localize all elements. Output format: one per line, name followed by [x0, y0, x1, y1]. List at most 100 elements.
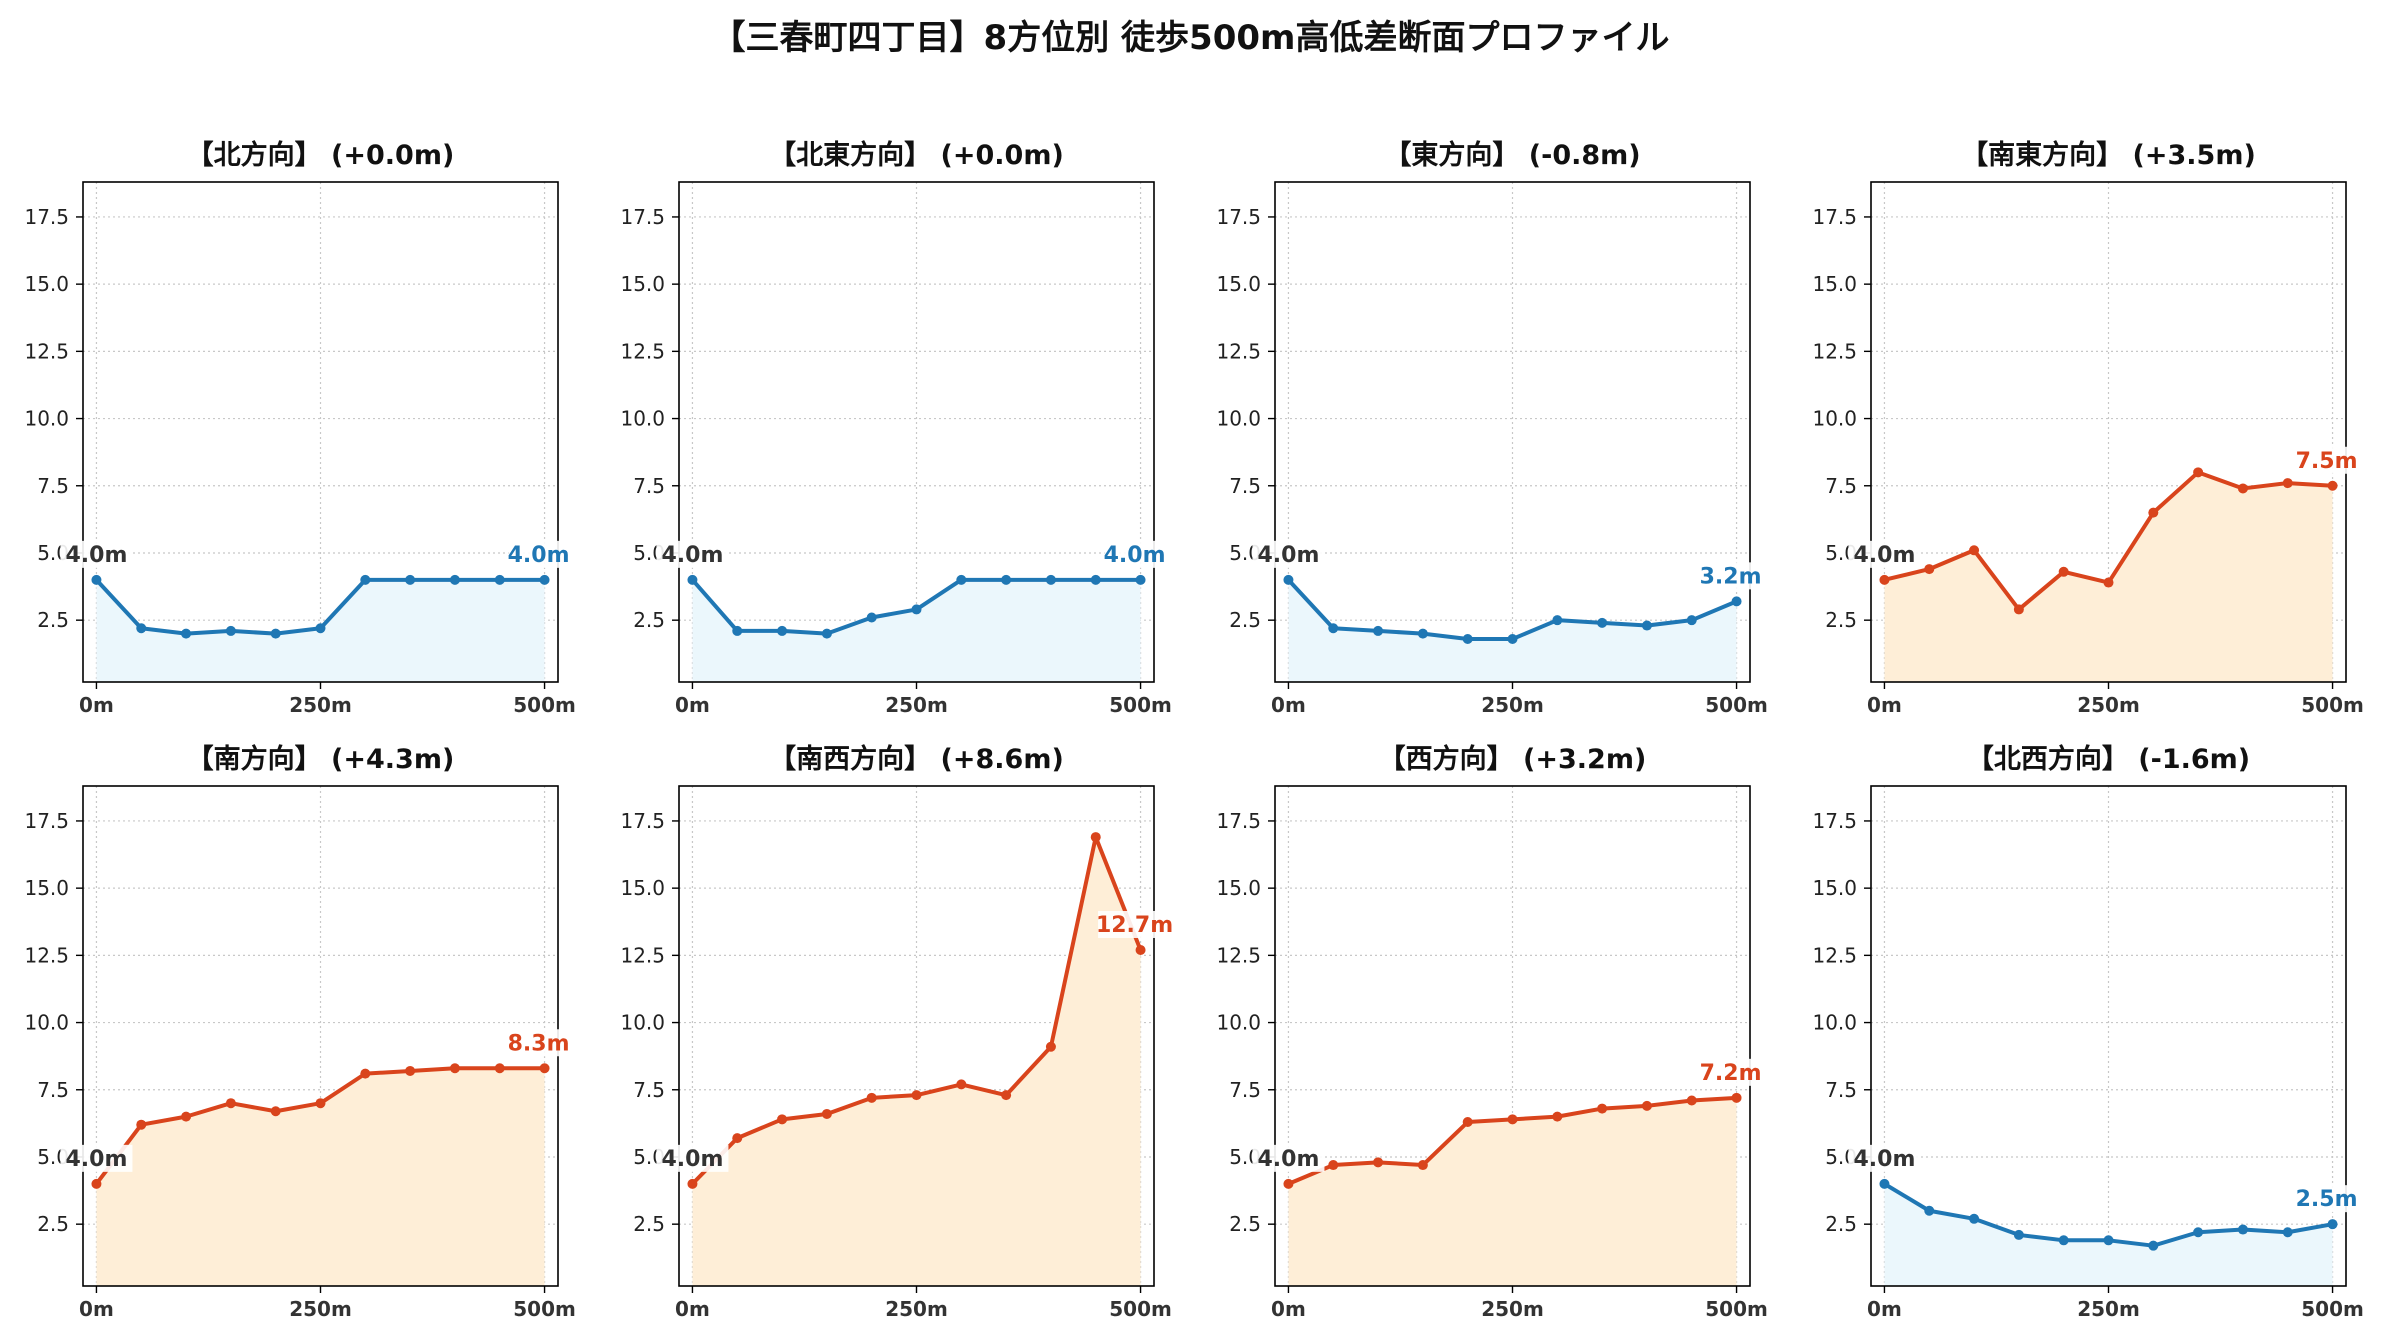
x-tick-label: 500m: [2301, 1297, 2364, 1321]
y-tick-label: 12.5: [620, 339, 665, 363]
elevation-point: [1462, 633, 1473, 644]
elevation-point: [687, 574, 698, 585]
end-label-box: [508, 1029, 569, 1057]
elevation-fill: [96, 579, 545, 682]
elevation-point: [1328, 623, 1339, 634]
y-tick-label: 7.5: [1825, 474, 1857, 498]
elevation-point: [1686, 615, 1697, 626]
x-tick-label: 500m: [1705, 693, 1768, 717]
elevation-fill: [1288, 1097, 1737, 1286]
start-label-box: [656, 1144, 729, 1172]
end-label: 8.3m: [508, 1031, 570, 1056]
elevation-point: [732, 1133, 743, 1144]
end-label-box: [1700, 562, 1761, 590]
end-label: 4.0m: [1104, 543, 1166, 568]
x-tick-label: 250m: [1481, 693, 1544, 717]
x-tick-label: 0m: [675, 693, 710, 717]
y-tick-label: 15.0: [24, 272, 69, 296]
start-label-box: [1252, 1144, 1325, 1172]
elevation-point: [866, 612, 877, 623]
elevation-point: [315, 623, 326, 634]
elevation-point: [539, 574, 550, 585]
y-tick-label: 2.5: [633, 608, 665, 632]
elevation-point: [2282, 478, 2293, 489]
elevation-point: [1462, 1117, 1473, 1128]
elevation-point: [1731, 596, 1742, 607]
elevation-point: [91, 1178, 102, 1189]
y-tick-label: 7.5: [37, 474, 69, 498]
elevation-point: [405, 1065, 416, 1076]
elevation-point: [1001, 574, 1012, 585]
elevation-point: [1373, 1157, 1384, 1168]
x-tick-label: 500m: [1109, 693, 1172, 717]
subplot-2: 【北東方向】 (+0.0m)2.55.07.510.012.515.017.50…: [620, 139, 1171, 717]
elevation-point: [2237, 1224, 2248, 1235]
end-label: 3.2m: [1700, 564, 1762, 589]
y-tick-label: 17.5: [620, 809, 665, 833]
elevation-point: [2193, 467, 2204, 478]
y-tick-label: 10.0: [24, 407, 69, 431]
elevation-point: [2058, 566, 2069, 577]
x-tick-label: 250m: [289, 693, 352, 717]
subplot-title: 【東方向】 (-0.8m): [1384, 139, 1640, 171]
elevation-point: [405, 574, 416, 585]
elevation-point: [1552, 1111, 1563, 1122]
y-tick-label: 17.5: [24, 205, 69, 229]
y-tick-label: 12.5: [24, 339, 69, 363]
y-tick-label: 17.5: [1216, 809, 1261, 833]
end-label-box: [1700, 1058, 1761, 1086]
subplot-7: 【西方向】 (+3.2m)2.55.07.510.012.515.017.50m…: [1216, 743, 1767, 1321]
subplot-title: 【北西方向】 (-1.6m): [1967, 743, 2250, 775]
subplot-8: 【北西方向】 (-1.6m)2.55.07.510.012.515.017.50…: [1812, 743, 2363, 1321]
x-tick-label: 250m: [885, 1297, 948, 1321]
elevation-point: [777, 625, 788, 636]
end-label: 4.0m: [508, 543, 570, 568]
y-tick-label: 15.0: [1216, 272, 1261, 296]
elevation-point: [2013, 1229, 2024, 1240]
y-tick-label: 15.0: [1812, 272, 1857, 296]
elevation-point: [315, 1098, 326, 1109]
elevation-point: [181, 1111, 192, 1122]
subplot-title: 【南西方向】 (+8.6m): [769, 743, 1064, 775]
elevation-point: [777, 1114, 788, 1125]
subplot-1: 【北方向】 (+0.0m)2.55.07.510.012.515.017.50m…: [24, 139, 575, 717]
y-tick-label: 2.5: [1825, 1212, 1857, 1236]
start-label-box: [60, 540, 133, 568]
elevation-point: [270, 628, 281, 639]
elevation-point: [956, 1079, 967, 1090]
subplot-title: 【西方向】 (+3.2m): [1379, 743, 1647, 775]
elevation-point: [136, 623, 147, 634]
elevation-point: [1552, 615, 1563, 626]
elevation-point: [2103, 1235, 2114, 1246]
elevation-fill: [96, 1068, 545, 1286]
x-tick-label: 250m: [1481, 1297, 1544, 1321]
x-tick-label: 500m: [513, 1297, 576, 1321]
y-tick-label: 10.0: [1216, 1011, 1261, 1035]
subplot-4: 【南東方向】 (+3.5m)2.55.07.510.012.515.017.50…: [1812, 139, 2363, 717]
elevation-point: [1879, 1178, 1890, 1189]
y-tick-label: 2.5: [37, 1212, 69, 1236]
x-tick-label: 500m: [2301, 693, 2364, 717]
y-tick-label: 17.5: [1216, 205, 1261, 229]
elevation-point: [360, 1068, 371, 1079]
end-label-box: [508, 540, 569, 568]
start-label: 4.0m: [65, 543, 127, 568]
elevation-point: [956, 574, 967, 585]
x-tick-label: 500m: [1705, 1297, 1768, 1321]
elevation-point: [866, 1092, 877, 1103]
start-label: 4.0m: [65, 1147, 127, 1172]
subplot-title: 【南東方向】 (+3.5m): [1961, 139, 2256, 171]
y-tick-label: 10.0: [24, 1011, 69, 1035]
y-tick-label: 12.5: [620, 943, 665, 967]
start-label: 4.0m: [661, 543, 723, 568]
elevation-point: [1969, 545, 1980, 556]
subplot-3: 【東方向】 (-0.8m)2.55.07.510.012.515.017.50m…: [1216, 139, 1767, 717]
elevation-point: [91, 574, 102, 585]
elevation-point: [2327, 480, 2338, 491]
elevation-point: [821, 628, 832, 639]
elevation-point: [2058, 1235, 2069, 1246]
y-tick-label: 7.5: [633, 474, 665, 498]
elevation-point: [1924, 1205, 1935, 1216]
start-label: 4.0m: [1257, 543, 1319, 568]
y-tick-label: 10.0: [1812, 407, 1857, 431]
